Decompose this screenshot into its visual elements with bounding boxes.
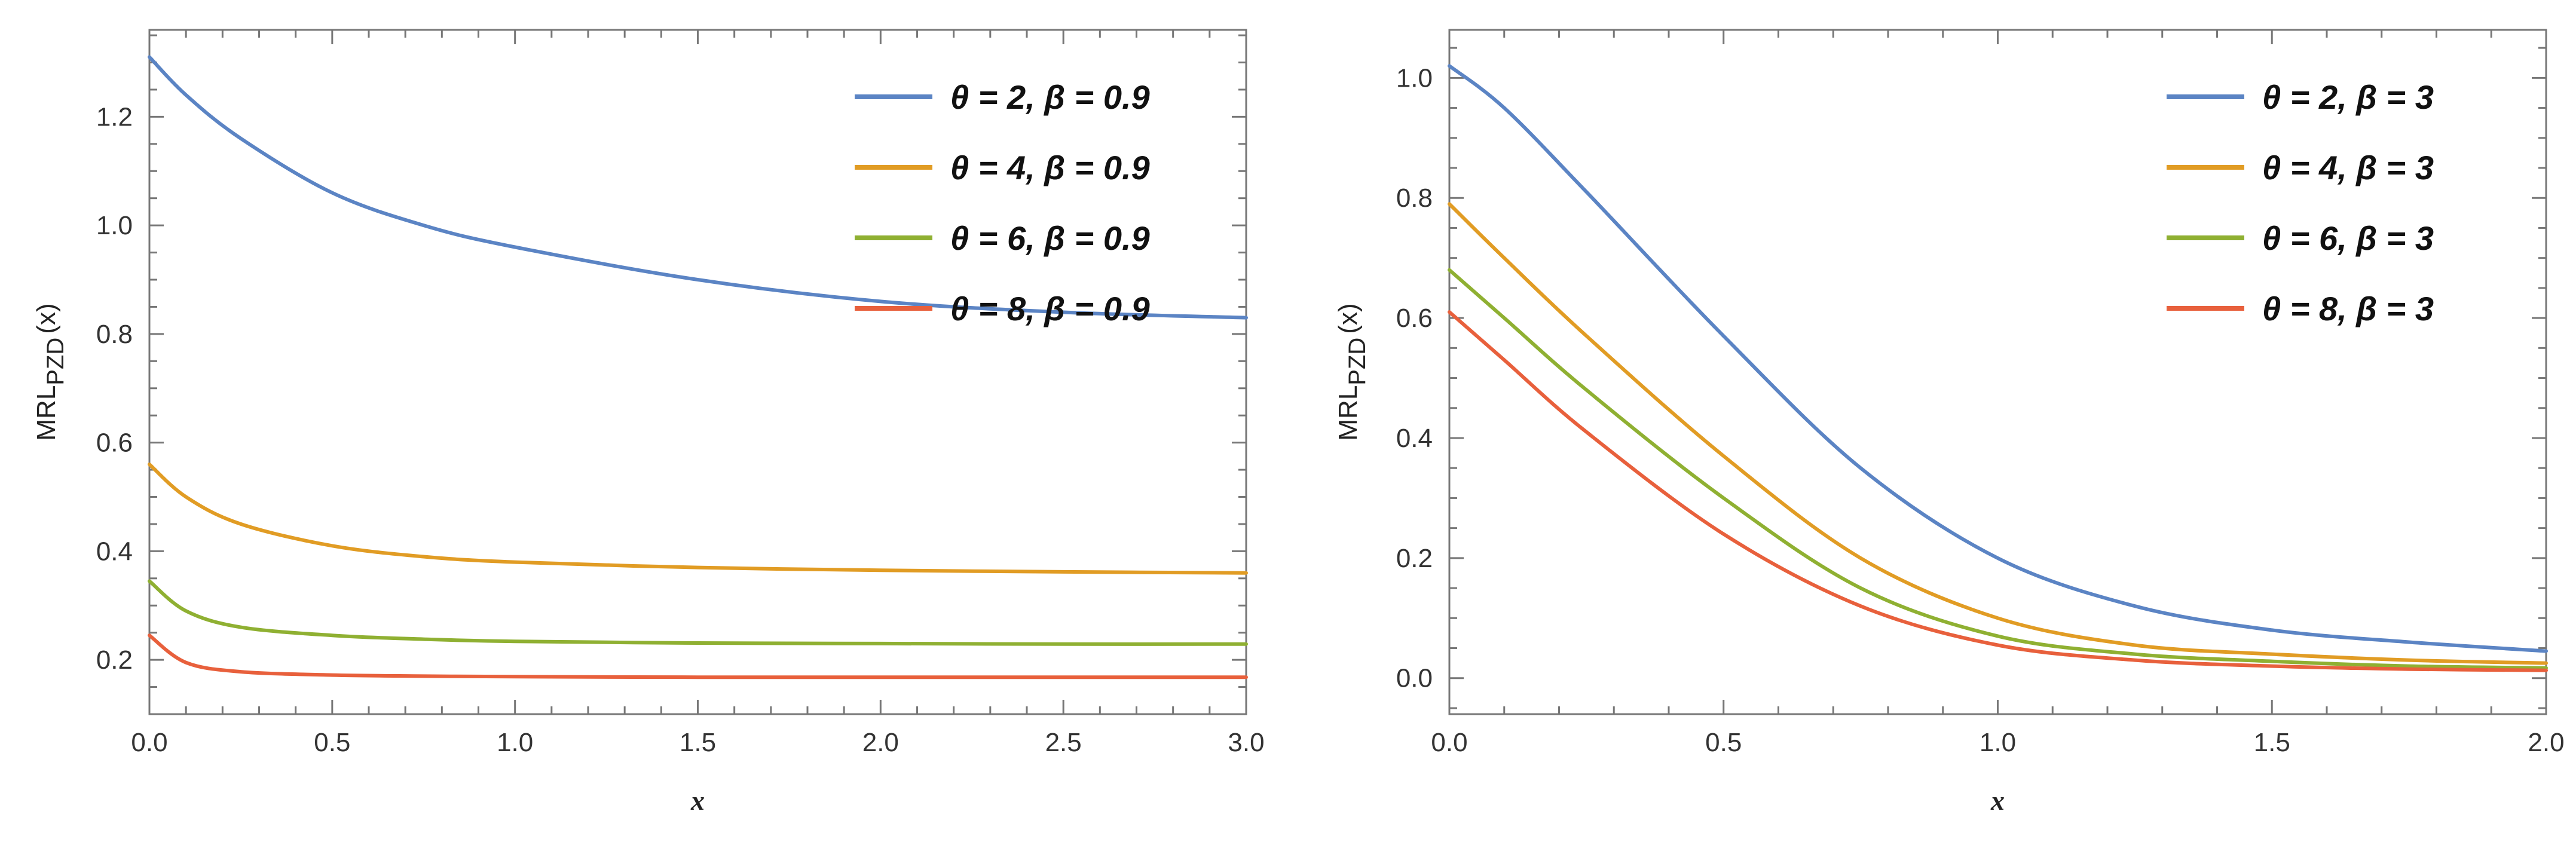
x-axis-label: x: [1990, 785, 2005, 816]
series-line-2: [1448, 202, 2548, 665]
y-tick-label: 1.2: [96, 102, 133, 131]
y-tick-label: 0.0: [1396, 664, 1433, 693]
legend-label-2: θ = 4, β = 0.9: [950, 149, 1150, 186]
x-tick-label: 0.0: [1431, 728, 1467, 757]
y-axis-label: MRLPZD (x): [1333, 303, 1370, 440]
legend-label-4: θ = 8, β = 0.9: [950, 290, 1150, 327]
chart-left: 0.0 0.5 1.0 1.5 2.0 2.5 3.0 0.2 0.4 0.6 0.8 1.0 1.2 x…: [32, 29, 1265, 816]
series-line-3: [1448, 268, 2548, 670]
x-tick-label: 1.5: [2254, 728, 2290, 757]
x-axis-label: x: [690, 785, 705, 816]
chart-right: 0.0 0.5 1.0 1.5 2.0 0.0 0.2 0.4 0.6 0.8 1.0 x MRLPZD…: [1333, 29, 2565, 816]
y-axis-label-main: MRL: [32, 385, 61, 441]
legend-label-1: θ = 2, β = 0.9: [950, 78, 1150, 116]
y-tick-label: 1.0: [1396, 63, 1433, 93]
x-tick-label: 0.5: [1705, 728, 1742, 757]
series-line-2: [148, 463, 1248, 575]
y-tick-label: 0.4: [96, 537, 133, 566]
x-tick-label: 2.0: [2528, 728, 2564, 757]
legend-label-4: θ = 8, β = 3: [2262, 290, 2434, 327]
x-tick-label: 0.0: [131, 728, 167, 757]
y-tick-label: 0.2: [1396, 544, 1433, 573]
plot-frame: [1448, 29, 2547, 715]
x-tick-label: 2.5: [1045, 728, 1082, 757]
y-tick-label: 1.0: [96, 211, 133, 240]
series-line-4: [1448, 310, 2548, 672]
series-line-3: [148, 579, 1248, 646]
y-tick-label: 0.8: [96, 320, 133, 349]
x-tick-label: 2.0: [862, 728, 899, 757]
y-tick-label: 0.2: [96, 645, 133, 675]
y-axis-label-sub: PZD: [42, 338, 69, 385]
series-line-1: [1448, 64, 2548, 653]
plot-frame: [148, 29, 1247, 715]
y-axis-label-arg: (x): [32, 303, 61, 333]
x-tick-label: 1.0: [1980, 728, 2016, 757]
legend-label-3: θ = 6, β = 0.9: [950, 219, 1150, 257]
y-tick-label: 0.6: [96, 428, 133, 458]
x-tick-label: 1.0: [497, 728, 533, 757]
y-axis-label-main: MRL: [1333, 385, 1363, 441]
series-line-1: [148, 55, 1248, 320]
legend-label-3: θ = 6, β = 3: [2262, 219, 2434, 257]
y-axis-label-sub: PZD: [1344, 338, 1370, 385]
y-axis-label-arg: (x): [1333, 303, 1363, 333]
legend-label-1: θ = 2, β = 3: [2262, 78, 2434, 116]
y-tick-label: 0.4: [1396, 424, 1433, 453]
series-line-4: [148, 633, 1248, 679]
legend-label-2: θ = 4, β = 3: [2262, 149, 2434, 186]
y-axis-label: MRLPZD (x): [32, 303, 69, 440]
y-tick-label: 0.6: [1396, 304, 1433, 333]
x-tick-label: 0.5: [314, 728, 350, 757]
x-tick-label: 1.5: [680, 728, 716, 757]
y-tick-label: 0.8: [1396, 183, 1433, 213]
x-tick-label: 3.0: [1228, 728, 1264, 757]
